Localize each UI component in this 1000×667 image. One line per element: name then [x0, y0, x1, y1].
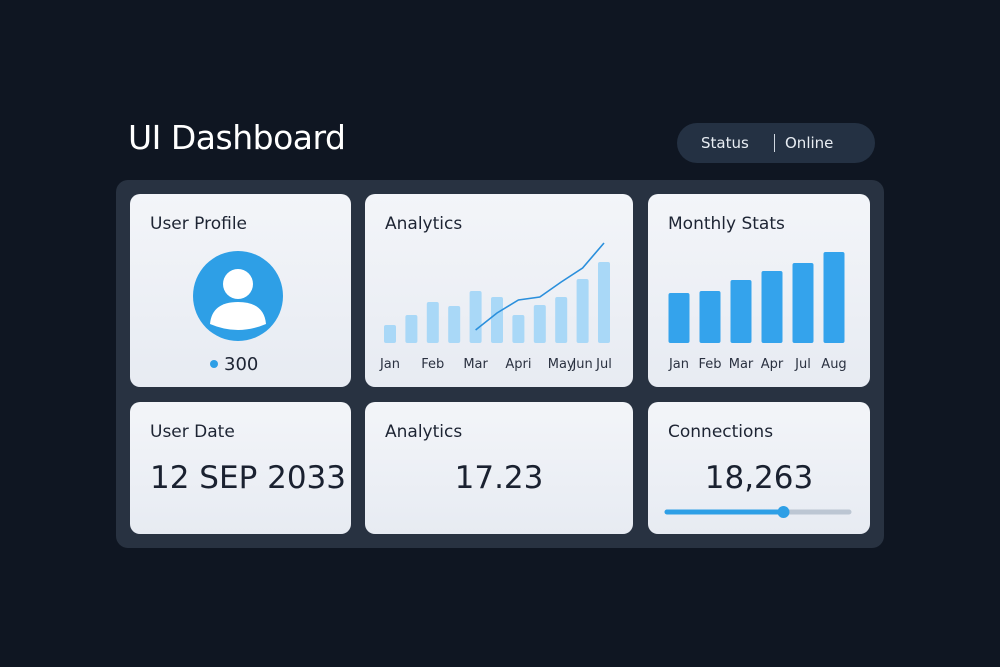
x-tick-label: Apr [761, 357, 784, 372]
date-value: 12 SEP 2033 [150, 460, 347, 496]
bar [512, 315, 525, 343]
x-tick-label: Mar [463, 357, 488, 372]
x-tick-label: May [548, 357, 575, 372]
bar [448, 306, 461, 343]
card-title: User Profile [150, 214, 248, 234]
card-title: User Date [150, 422, 235, 442]
x-tick-label: Jan [379, 357, 400, 372]
card-title: Monthly Stats [668, 214, 785, 234]
bar [533, 305, 546, 343]
dashboard-title: UI Dashboard [128, 118, 346, 157]
x-tick-label: Jul [595, 357, 612, 372]
card-title: Analytics [385, 422, 463, 442]
status-dot [210, 360, 218, 368]
analytics-value: 17.23 [454, 460, 544, 496]
bar [699, 291, 721, 343]
bar [405, 315, 418, 343]
x-tick-label: Jul [794, 357, 811, 372]
bar [598, 262, 610, 343]
bar [761, 271, 783, 343]
separator [774, 134, 775, 152]
bar [668, 293, 690, 343]
status-pill[interactable]: Status Online [677, 123, 875, 163]
line [475, 242, 605, 331]
progress-slider[interactable] [648, 402, 870, 534]
monthly-card: Monthly Stats Jan Feb Mar Apr Jul Aug [648, 194, 870, 387]
monthly-chart: Jan Feb Mar Apr Jul Aug [668, 252, 847, 372]
slider-knob [777, 506, 790, 518]
bar [555, 297, 568, 343]
connections-card: Connections 18,263 [648, 402, 870, 534]
bar [823, 252, 845, 343]
avatar-head [223, 269, 253, 299]
x-tick-label: Mar [729, 357, 754, 372]
profile-card: User Profile 300 [130, 194, 351, 387]
x-tick-label: Apri [505, 357, 531, 372]
status-value: Online [785, 134, 834, 152]
x-tick-label: Feb [698, 357, 721, 372]
bar [792, 263, 814, 343]
avatar [193, 251, 283, 368]
profile-count: 300 [224, 354, 259, 375]
analytics-card: Analytics Jan Feb Mar Apri May Jun Jul [365, 194, 633, 387]
x-tick-label: Aug [821, 357, 846, 372]
bar [426, 302, 439, 343]
x-tick-label: Jan [668, 357, 689, 372]
date-card: User Date 12 SEP 2033 [130, 402, 351, 534]
status-label: Status [701, 134, 749, 152]
bar [730, 280, 752, 343]
connections-value: 18,263 [704, 460, 814, 496]
avatar-body [210, 302, 266, 330]
bar [491, 297, 503, 343]
x-tick-label: Jun [571, 357, 592, 372]
bar [469, 291, 482, 343]
bar [576, 279, 589, 343]
analytics-value-card: Analytics 17.23 [365, 402, 633, 534]
bar [384, 325, 396, 343]
card-title: Analytics [385, 214, 463, 234]
x-tick-label: Feb [421, 357, 444, 372]
card-title: Connections [668, 422, 774, 442]
